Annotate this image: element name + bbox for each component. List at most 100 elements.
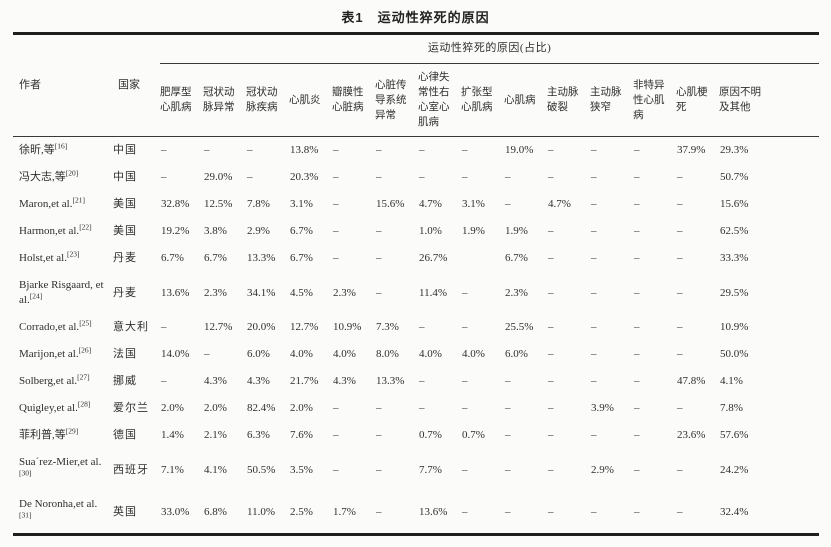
value-cell: – — [677, 505, 683, 518]
author-cell: Corrado,et al.[25] — [13, 314, 112, 341]
country-cell: 德国 — [113, 429, 137, 441]
table-row: Sua´rez-Mier,et al.[30] 西班牙 7.1% 4.1% 50.5% 3… — [13, 449, 819, 491]
author-name: Quigley,et al. — [19, 402, 78, 414]
value-cell: – — [591, 225, 597, 237]
value-cell: 82.4% — [247, 402, 276, 414]
column-header-cause-10: 主动脉破裂 — [547, 87, 579, 113]
causes-table: 作者 国家 运动性猝死的原因(占比) 肥厚型心肌病 冠状动脉异常 冠状动脉疾病 心肌炎… — [13, 32, 820, 536]
value-cell: – — [376, 505, 382, 518]
value-cell: – — [505, 429, 511, 441]
value-cell: – — [677, 171, 683, 183]
value-cell: 2.0% — [204, 402, 227, 414]
value-cell: 24.2% — [720, 463, 749, 476]
value-cell: 2.0% — [161, 402, 184, 414]
column-header-author: 作者 — [19, 79, 41, 91]
country-cell: 爱尔兰 — [113, 402, 149, 414]
value-cell: – — [634, 286, 640, 299]
column-header-cause-14: 原因不明及其他 — [719, 87, 761, 113]
value-cell: – — [548, 252, 554, 264]
value-cell: – — [419, 171, 425, 183]
value-cell: 4.7% — [419, 198, 442, 210]
value-cell: – — [462, 286, 468, 299]
span-header-causes: 运动性猝死的原因(占比) — [160, 33, 820, 64]
author-cell: 冯大志,等[20] — [13, 164, 112, 191]
reference-superscript: [27] — [77, 372, 90, 382]
value-cell: – — [634, 402, 640, 414]
reference-superscript: [31] — [19, 510, 32, 520]
value-cell: – — [333, 198, 339, 210]
value-cell: – — [591, 286, 597, 299]
table-row: Marijon,et al.[26] 法国 14.0% –6.0% 4.0% 4.0% 8.… — [13, 341, 819, 368]
value-cell: 4.0% — [333, 348, 356, 360]
column-header-cause-1: 肥厚型心肌病 — [160, 87, 192, 113]
reference-superscript: [29] — [65, 426, 79, 436]
value-cell: – — [634, 463, 640, 476]
value-cell: 6.7% — [505, 252, 528, 264]
value-cell: 13.8% — [290, 144, 319, 156]
value-cell: 15.6% — [720, 198, 749, 210]
value-cell: – — [376, 225, 382, 237]
value-cell: – — [161, 171, 167, 183]
author-name: De Noronha,et al. — [19, 498, 98, 510]
author-name: Corrado,et al. — [19, 321, 80, 333]
value-cell: 6.0% — [505, 348, 528, 360]
table-row: 徐昕,等[16] 中国 – – –13.8% – – – –19.0% – – –37.9% 29.3% — [13, 137, 819, 165]
author-name: 徐昕,等 — [19, 144, 55, 156]
cause-header-row: 肥厚型心肌病 冠状动脉异常 冠状动脉疾病 心肌炎 瓣膜性心脏病 心脏传导系统异常 心律失常性… — [13, 64, 819, 137]
author-name: Marijon,et al. — [19, 348, 79, 360]
author-name: 冯大志,等 — [19, 171, 66, 183]
value-cell: – — [333, 252, 339, 264]
value-cell: 6.7% — [290, 252, 313, 264]
value-cell: 29.3% — [720, 144, 749, 156]
value-cell: – — [419, 144, 425, 156]
value-cell: 6.3% — [247, 429, 270, 441]
value-cell: 3.1% — [290, 198, 313, 210]
country-cell: 美国 — [113, 225, 137, 237]
table-row: Harmon,et al.[22] 美国 19.2% 3.8% 2.9% 6.7% – –1.… — [13, 218, 819, 245]
value-cell: – — [462, 321, 468, 333]
reference-superscript: [24] — [29, 291, 43, 301]
value-cell: – — [161, 321, 167, 333]
value-cell: 12.7% — [204, 321, 233, 333]
value-cell: 2.3% — [204, 286, 227, 299]
value-cell: 15.6% — [376, 198, 405, 210]
value-cell: 12.7% — [290, 321, 319, 333]
country-cell: 西班牙 — [113, 463, 149, 476]
value-cell: – — [333, 429, 339, 441]
value-cell: – — [376, 402, 382, 414]
value-cell: 8.0% — [376, 348, 399, 360]
value-cell: 57.6% — [720, 429, 749, 441]
value-cell: 6.7% — [204, 252, 227, 264]
value-cell: – — [333, 225, 339, 237]
value-cell: 7.8% — [247, 198, 270, 210]
value-cell: 3.5% — [290, 463, 313, 476]
value-cell: – — [161, 375, 167, 387]
value-cell: 4.7% — [548, 198, 571, 210]
value-cell: – — [333, 171, 339, 183]
value-cell: 7.3% — [376, 321, 399, 333]
value-cell: – — [247, 171, 253, 183]
table-row: Corrado,et al.[25] 意大利 –12.7% 20.0% 12.7% 10.… — [13, 314, 819, 341]
country-cell: 意大利 — [113, 321, 149, 333]
reference-superscript: [25] — [79, 318, 92, 328]
value-cell: – — [548, 321, 554, 333]
value-cell: 11.4% — [419, 286, 448, 299]
value-cell: 2.1% — [204, 429, 227, 441]
value-cell: – — [376, 429, 382, 441]
country-cell: 美国 — [113, 198, 137, 210]
value-cell: – — [376, 144, 382, 156]
value-cell: 4.0% — [462, 348, 485, 360]
value-cell: 2.9% — [591, 463, 614, 476]
value-cell: 13.6% — [419, 505, 448, 518]
column-header-cause-8: 扩张型心肌病 — [461, 87, 493, 113]
value-cell: – — [548, 463, 554, 476]
value-cell: – — [634, 198, 640, 210]
author-name: Holst,et al. — [19, 252, 67, 264]
value-cell: – — [462, 463, 468, 476]
table-body: 徐昕,等[16] 中国 – – –13.8% – – – –19.0% – – –37.9% 29.3%… — [13, 137, 819, 535]
value-cell: – — [462, 505, 468, 518]
reference-superscript: [28] — [77, 399, 91, 409]
value-cell: 1.0% — [419, 225, 442, 237]
value-cell: 1.9% — [462, 225, 485, 237]
